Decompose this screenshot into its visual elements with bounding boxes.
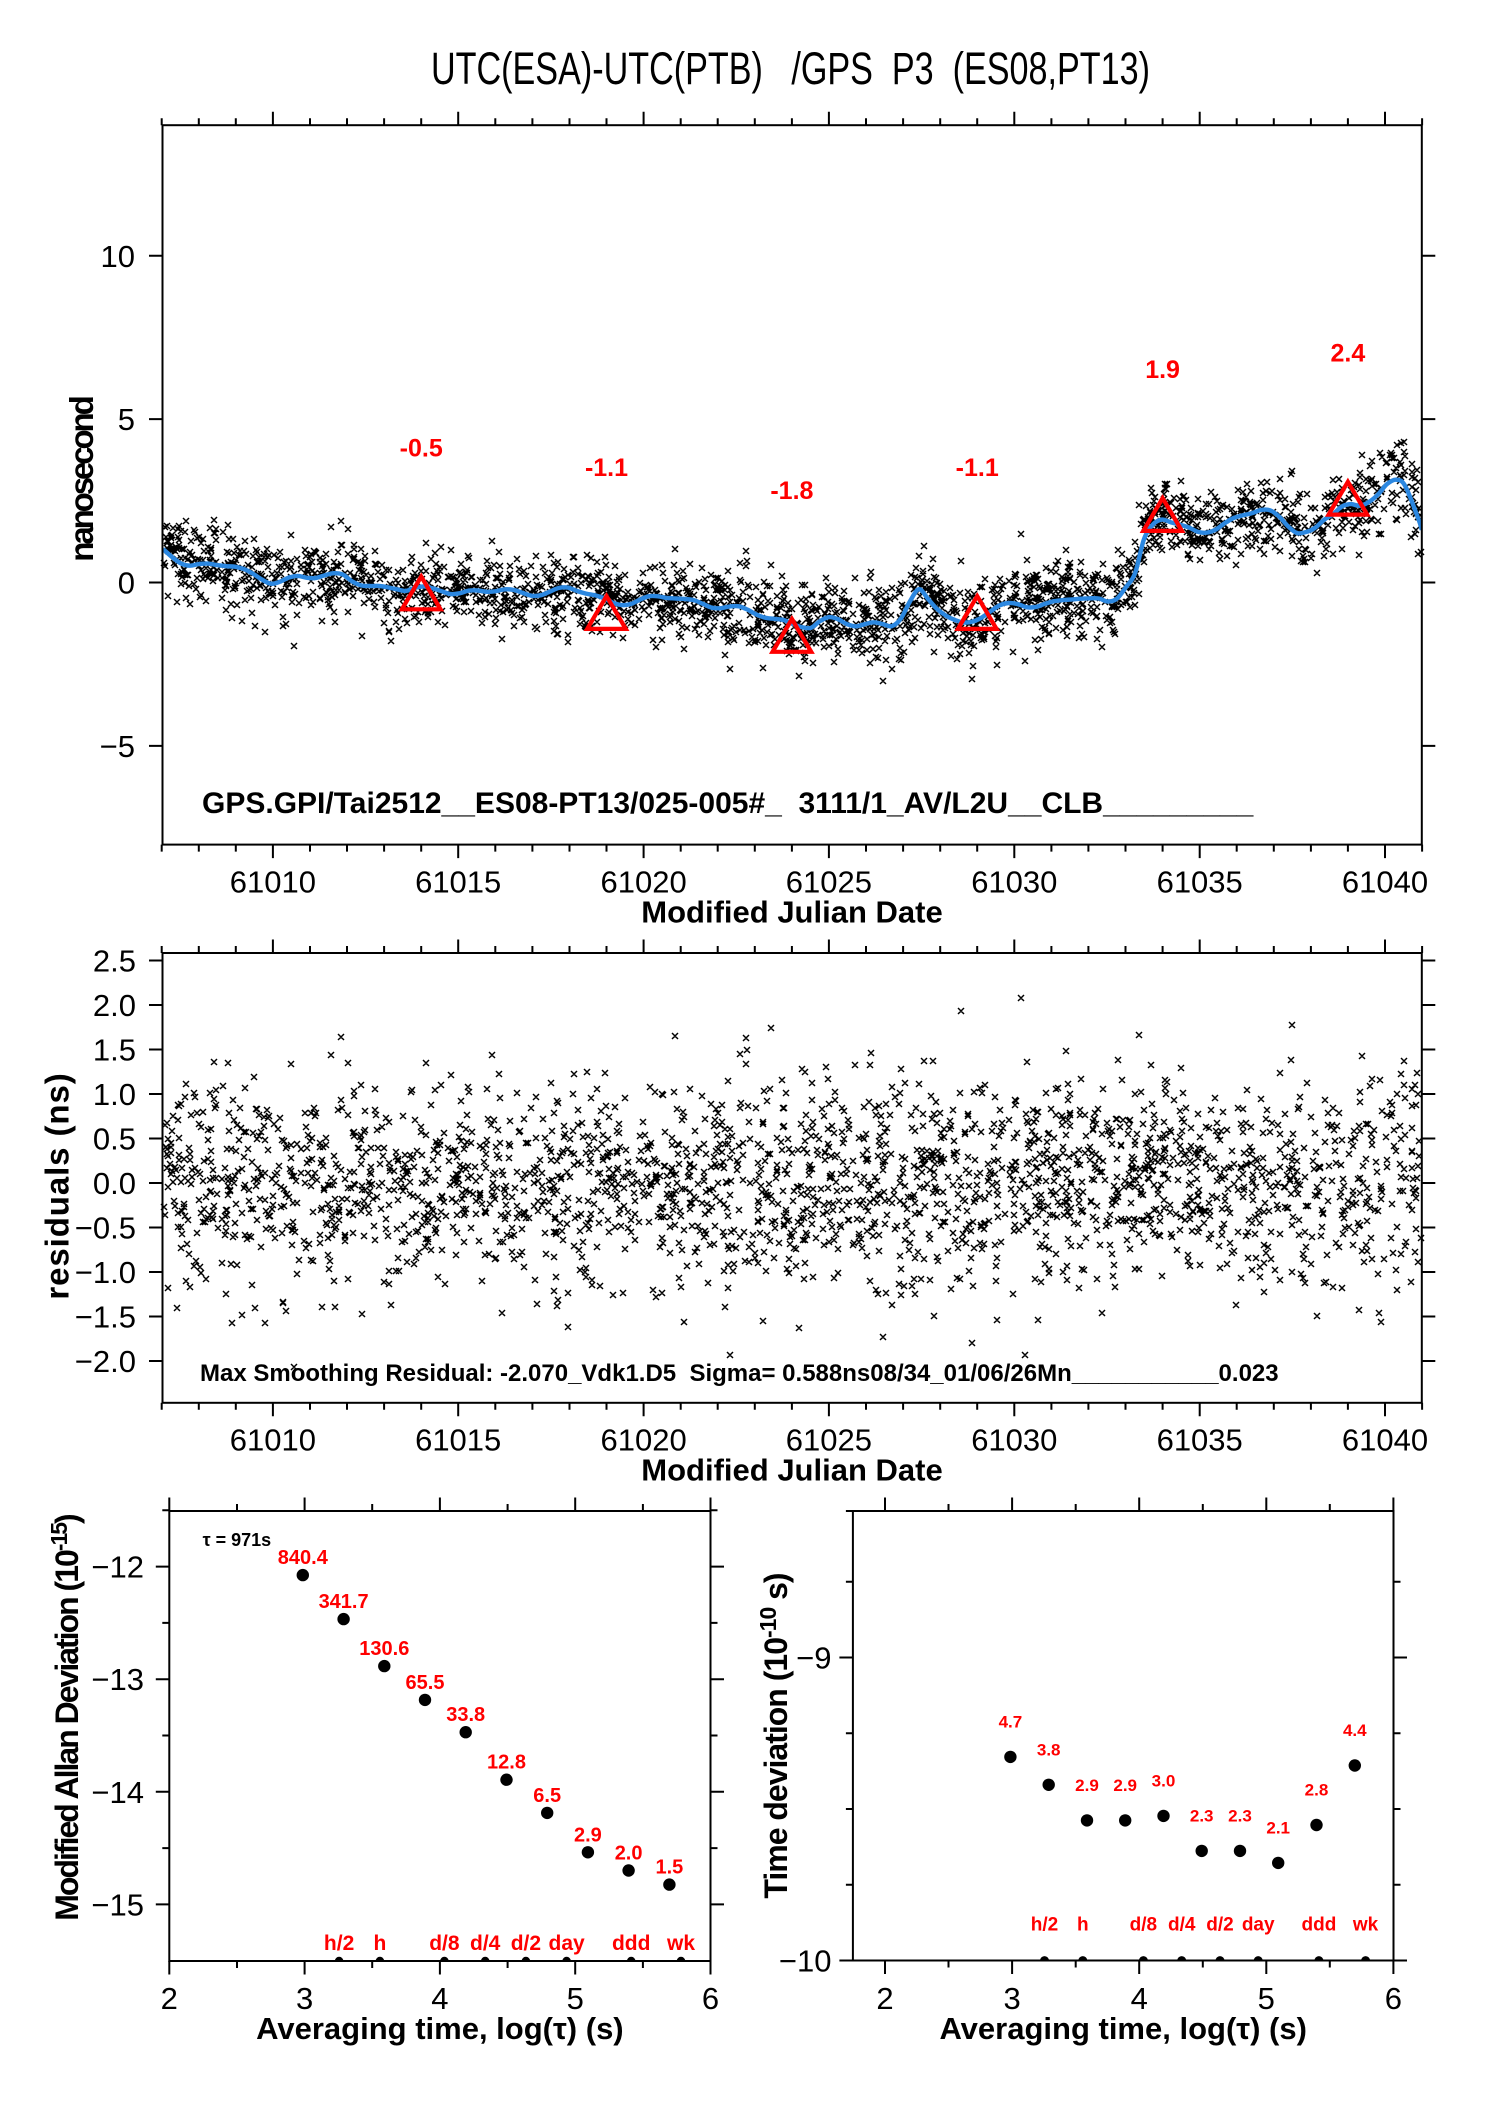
svg-text:d/8: d/8 [1130, 1915, 1157, 1936]
svg-text:6.5: 6.5 [533, 1785, 561, 1807]
svg-text:2.0: 2.0 [615, 1843, 643, 1865]
svg-text:day: day [549, 1932, 586, 1955]
svg-text:h: h [1077, 1915, 1089, 1936]
svg-text:0: 0 [118, 566, 135, 601]
svg-text:6: 6 [702, 1981, 719, 2016]
svg-text:61025: 61025 [786, 1423, 872, 1458]
svg-text:2: 2 [876, 1981, 893, 2016]
svg-text:12.8: 12.8 [487, 1752, 526, 1774]
svg-text:0.5: 0.5 [93, 1122, 136, 1157]
svg-text:840.4: 840.4 [278, 1547, 329, 1569]
svg-text:2.9: 2.9 [1075, 1776, 1099, 1795]
svg-text:Modified Julian Date: Modified Julian Date [641, 1453, 942, 1488]
svg-text:Modified Allan Deviation (10-1: Modified Allan Deviation (10-15) [46, 1514, 85, 1921]
svg-text:ddd: ddd [612, 1932, 650, 1955]
svg-text:-1.8: -1.8 [770, 477, 813, 505]
svg-text:3.0: 3.0 [1152, 1771, 1176, 1790]
svg-text:wk: wk [666, 1932, 695, 1955]
svg-text:4: 4 [431, 1981, 448, 2016]
svg-text:6: 6 [1385, 1981, 1402, 2016]
svg-text:61020: 61020 [600, 864, 686, 899]
svg-text:-0.5: -0.5 [400, 434, 443, 462]
svg-text:2.8: 2.8 [1305, 1781, 1329, 1800]
svg-text:61040: 61040 [1342, 864, 1428, 899]
svg-text:2.9: 2.9 [574, 1824, 602, 1846]
svg-text:2.5: 2.5 [93, 944, 136, 979]
svg-text:3.8: 3.8 [1037, 1740, 1061, 1759]
svg-text:61025: 61025 [786, 864, 872, 899]
svg-text:h/2: h/2 [324, 1932, 354, 1955]
svg-text:−0.5: −0.5 [75, 1211, 136, 1246]
svg-text:10: 10 [101, 239, 135, 274]
svg-text:61010: 61010 [230, 864, 316, 899]
svg-text:−10: −10 [779, 1944, 832, 1979]
svg-text:4.7: 4.7 [999, 1712, 1023, 1731]
svg-text:d/8: d/8 [429, 1932, 460, 1955]
svg-text:4: 4 [1131, 1981, 1148, 2016]
svg-text:d/2: d/2 [511, 1932, 541, 1955]
svg-text:33.8: 33.8 [446, 1704, 485, 1726]
svg-text:0.0: 0.0 [93, 1166, 136, 1201]
svg-text:4.4: 4.4 [1343, 1721, 1367, 1740]
svg-text:−14: −14 [91, 1775, 144, 1810]
svg-text:61020: 61020 [600, 1423, 686, 1458]
svg-text:61010: 61010 [230, 1423, 316, 1458]
svg-text:nanosecond: nanosecond [63, 397, 100, 561]
svg-text:5: 5 [1258, 1981, 1275, 2016]
svg-text:GPS.GPI/Tai2512__ES08-PT13/025: GPS.GPI/Tai2512__ES08-PT13/025-005#_ 311… [202, 787, 1254, 820]
svg-text:61030: 61030 [971, 1423, 1057, 1458]
svg-text:341.7: 341.7 [319, 1591, 369, 1613]
svg-text:UTC(ESA)-UTC(PTB) /GPS P3: UTC(ESA)-UTC(PTB) /GPS P3 (ES08,PT13) [431, 43, 1150, 94]
svg-text:residuals (ns): residuals (ns) [39, 1072, 76, 1299]
svg-text:h: h [373, 1932, 386, 1955]
svg-text:Modified Julian Date: Modified Julian Date [641, 894, 942, 929]
svg-text:5: 5 [118, 402, 135, 437]
svg-text:d/4: d/4 [1168, 1915, 1196, 1936]
svg-text:−1.0: −1.0 [75, 1255, 136, 1290]
svg-text:1.9: 1.9 [1145, 356, 1180, 384]
svg-text:−13: −13 [91, 1662, 144, 1697]
svg-text:61030: 61030 [971, 864, 1057, 899]
svg-text:1.0: 1.0 [93, 1077, 136, 1112]
svg-text:−1.5: −1.5 [75, 1300, 136, 1335]
svg-text:130.6: 130.6 [359, 1638, 409, 1660]
svg-text:day: day [1242, 1915, 1275, 1936]
svg-text:61040: 61040 [1342, 1423, 1428, 1458]
svg-text:−5: −5 [100, 729, 135, 764]
svg-text:2.3: 2.3 [1228, 1806, 1252, 1825]
svg-text:−15: −15 [91, 1887, 144, 1922]
svg-text:-1.1: -1.1 [585, 454, 628, 482]
svg-text:Averaging time, log(τ) (s): Averaging time, log(τ) (s) [256, 2011, 624, 2046]
svg-text:3: 3 [296, 1981, 313, 2016]
svg-text:3: 3 [1003, 1981, 1020, 2016]
svg-text:61035: 61035 [1157, 1423, 1243, 1458]
svg-text:61015: 61015 [415, 1423, 501, 1458]
svg-text:2.0: 2.0 [93, 988, 136, 1023]
svg-text:65.5: 65.5 [406, 1672, 445, 1694]
svg-text:61035: 61035 [1157, 864, 1243, 899]
svg-text:h/2: h/2 [1031, 1915, 1058, 1936]
svg-text:d/4: d/4 [470, 1932, 501, 1955]
svg-text:2.3: 2.3 [1190, 1806, 1214, 1825]
svg-text:−12: −12 [91, 1550, 144, 1585]
svg-text:2.1: 2.1 [1266, 1818, 1290, 1837]
svg-text:2: 2 [161, 1981, 178, 2016]
svg-text:2.4: 2.4 [1331, 340, 1366, 368]
svg-text:d/2: d/2 [1206, 1915, 1233, 1936]
svg-text:Max Smoothing Residual: -2.070: Max Smoothing Residual: -2.070_Vdk1.D5 S… [200, 1360, 1279, 1387]
svg-text:ddd: ddd [1301, 1915, 1336, 1936]
svg-text:1.5: 1.5 [93, 1033, 136, 1068]
svg-text:wk: wk [1352, 1915, 1379, 1936]
svg-text:5: 5 [567, 1981, 584, 2016]
svg-text:τ = 971s: τ = 971s [203, 1530, 272, 1550]
svg-text:61015: 61015 [415, 864, 501, 899]
svg-text:−9: −9 [796, 1641, 831, 1676]
svg-text:-1.1: -1.1 [956, 454, 999, 482]
svg-text:2.9: 2.9 [1113, 1776, 1137, 1795]
svg-text:1.5: 1.5 [655, 1857, 683, 1879]
svg-text:−2.0: −2.0 [75, 1344, 136, 1379]
svg-text:Averaging time, log(τ) (s): Averaging time, log(τ) (s) [939, 2011, 1307, 2046]
